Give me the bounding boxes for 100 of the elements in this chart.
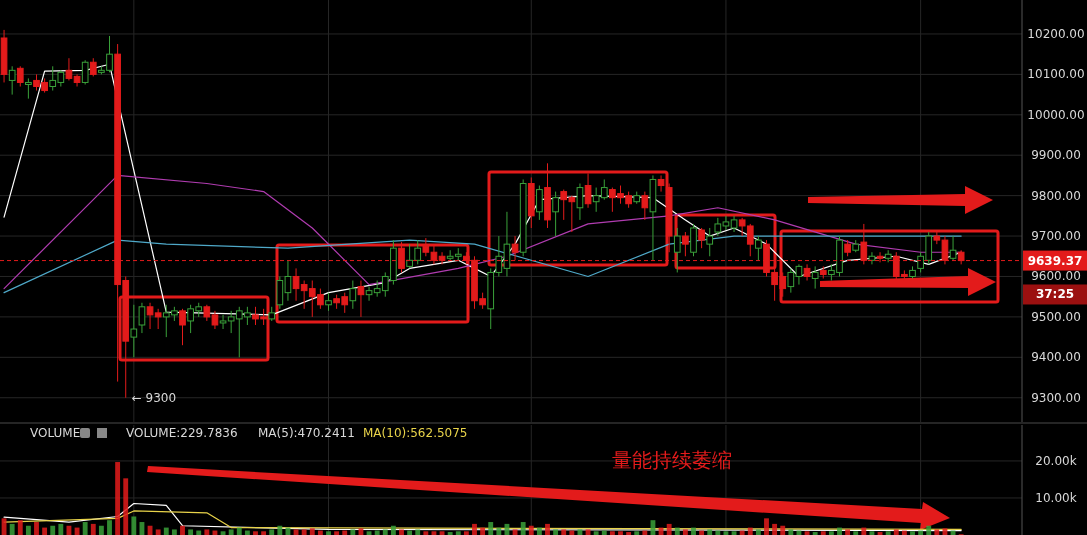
- bar: [155, 529, 161, 535]
- bar: [772, 523, 778, 535]
- bar: [780, 525, 786, 535]
- bar: [50, 525, 56, 535]
- bar: [845, 529, 851, 535]
- y-tick-label: 9300.00: [1031, 390, 1081, 405]
- candlestick: [673, 227, 681, 273]
- bar: [545, 523, 550, 535]
- candlestick: [552, 191, 559, 237]
- bar: [715, 530, 721, 535]
- bar: [236, 527, 242, 535]
- bar: [253, 531, 258, 535]
- candlestick: [811, 265, 819, 290]
- candlestick: [179, 308, 186, 346]
- bar: [569, 530, 575, 535]
- bar: [626, 532, 632, 535]
- bar: [115, 462, 121, 535]
- candlestick: [868, 251, 876, 265]
- bar: [17, 520, 23, 535]
- bar: [885, 531, 891, 535]
- bar: [317, 530, 323, 535]
- bar: [9, 523, 15, 535]
- bar: [788, 529, 794, 535]
- annotation: VOLUME: [30, 426, 81, 440]
- y-tick-label: 9400.00: [1031, 350, 1081, 365]
- bar: [561, 529, 567, 535]
- bar: [601, 530, 607, 535]
- bar: [98, 525, 104, 535]
- bar: [423, 531, 429, 535]
- bar: [926, 525, 932, 535]
- bar: [326, 531, 331, 535]
- candlestick: [536, 185, 543, 221]
- text: 37:25: [1035, 287, 1075, 302]
- y-tick-label: 9600.00: [1031, 269, 1081, 284]
- candlestick: [81, 59, 89, 85]
- y-tick-label: 9800.00: [1031, 188, 1081, 203]
- bar: [682, 529, 688, 535]
- bar: [123, 478, 129, 535]
- candlestick: [73, 73, 81, 87]
- candlestick: [89, 57, 97, 77]
- bar: [34, 522, 39, 535]
- bar: [455, 531, 461, 535]
- bar: [755, 529, 761, 535]
- bar: [828, 531, 834, 535]
- bar: [691, 527, 696, 535]
- bar: [536, 527, 542, 535]
- bar: [934, 529, 940, 535]
- bar: [861, 527, 867, 535]
- bar: [447, 532, 453, 535]
- bar: [407, 530, 413, 535]
- bar: [350, 529, 356, 535]
- candlestick: [576, 183, 584, 221]
- candlestick: [641, 191, 649, 221]
- annotation: VOLUME:229.7836: [126, 426, 238, 440]
- bar: [82, 522, 88, 535]
- bar: [901, 530, 907, 535]
- bar: [609, 531, 615, 535]
- bar: [399, 529, 404, 535]
- bar: [309, 528, 315, 535]
- bar: [269, 529, 275, 535]
- bar: [837, 527, 842, 535]
- line-series: [3, 235, 962, 294]
- bar: [163, 527, 169, 535]
- bar: [374, 530, 380, 535]
- bar: [107, 520, 112, 535]
- candlestick: [414, 239, 422, 265]
- annotation: ← 9300: [131, 390, 177, 405]
- bar: [171, 529, 177, 535]
- bar: [674, 527, 680, 535]
- bar: [188, 529, 194, 535]
- candlestick: [755, 235, 762, 261]
- bar: [747, 527, 753, 535]
- line-series: [3, 502, 962, 532]
- y-tick-label: 9700.00: [1031, 229, 1081, 244]
- annotation: 量能持续萎缩: [612, 448, 732, 472]
- candlestick: [130, 304, 138, 358]
- candlestick: [65, 57, 73, 81]
- y-tick-label: 10200.00: [1027, 26, 1085, 41]
- candlestick: [657, 174, 665, 193]
- annotation: MA(5):470.2411: [258, 426, 355, 440]
- candlestick: [357, 280, 365, 318]
- candlestick: [25, 77, 32, 100]
- bar: [90, 523, 96, 535]
- bar: [666, 523, 672, 535]
- bar: [739, 530, 745, 535]
- bar: [228, 529, 234, 535]
- ref-line-label: 9639.37: [1027, 253, 1083, 268]
- bar: [342, 530, 348, 535]
- bar: [820, 531, 826, 535]
- candlestick: [138, 302, 146, 334]
- bar: [488, 522, 494, 535]
- bar: [593, 531, 599, 535]
- candlestick: [584, 172, 592, 209]
- bar: [918, 530, 924, 535]
- bar: [42, 527, 48, 535]
- bar: [334, 531, 340, 535]
- y-tick-label: 9900.00: [1031, 148, 1081, 163]
- bar: [520, 522, 526, 535]
- bar: [415, 529, 421, 535]
- bar: [528, 525, 534, 535]
